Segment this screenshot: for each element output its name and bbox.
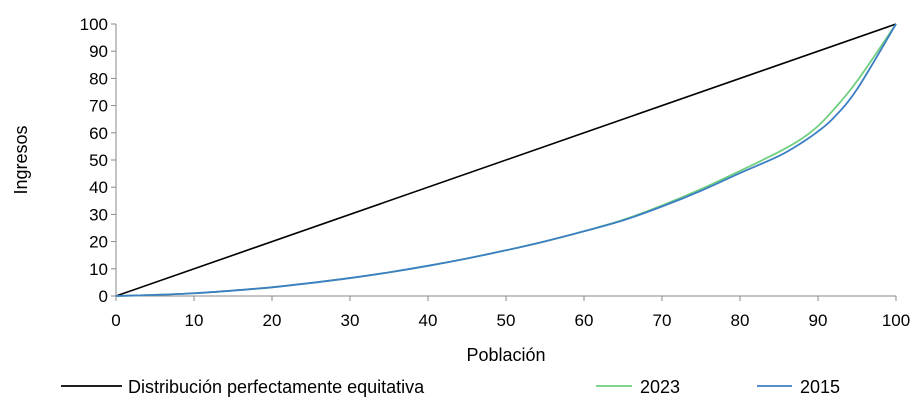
y-tick-label: 70 bbox=[89, 97, 108, 116]
legend-item: Distribución perfectamente equitativa bbox=[61, 377, 425, 397]
series-layer bbox=[115, 23, 897, 297]
y-tick-label: 90 bbox=[89, 42, 108, 61]
y-tick-label: 40 bbox=[89, 178, 108, 197]
y-axis-ticks: 0 10 20 30 40 50 60 70 80 90 100 bbox=[80, 15, 116, 306]
x-tick-label: 60 bbox=[575, 311, 594, 330]
y-tick-label: 100 bbox=[80, 15, 108, 34]
legend-label: 2015 bbox=[800, 377, 840, 397]
y-tick-label: 30 bbox=[89, 205, 108, 224]
legend-label: Distribución perfectamente equitativa bbox=[128, 377, 425, 397]
series-line-2015 bbox=[115, 23, 897, 297]
legend-item: 2023 bbox=[596, 377, 680, 397]
x-axis-ticks: 0 10 20 30 40 50 60 70 80 90 100 bbox=[111, 296, 910, 330]
x-tick-label: 80 bbox=[731, 311, 750, 330]
y-tick-label: 60 bbox=[89, 124, 108, 143]
x-tick-label: 20 bbox=[263, 311, 282, 330]
x-tick-label: 40 bbox=[419, 311, 438, 330]
y-tick-label: 10 bbox=[89, 260, 108, 279]
x-tick-label: 90 bbox=[809, 311, 828, 330]
x-tick-label: 10 bbox=[185, 311, 204, 330]
x-tick-label: 0 bbox=[111, 311, 120, 330]
x-tick-label: 100 bbox=[882, 311, 910, 330]
legend-label: 2023 bbox=[640, 377, 680, 397]
legend-item: 2015 bbox=[757, 377, 840, 397]
x-axis-title: Población bbox=[466, 345, 545, 365]
series-line-equality bbox=[115, 23, 897, 297]
legend: Distribución perfectamente equitativa 202… bbox=[61, 377, 840, 397]
y-tick-label: 20 bbox=[89, 233, 108, 252]
axes: 0 10 20 30 40 50 60 70 80 90 100 0 10 20 30 40 50 60 70 80… bbox=[80, 15, 911, 330]
y-tick-label: 50 bbox=[89, 151, 108, 170]
y-tick-label: 80 bbox=[89, 69, 108, 88]
x-tick-label: 30 bbox=[341, 311, 360, 330]
y-axis-title: Ingresos bbox=[11, 125, 31, 194]
x-tick-label: 70 bbox=[653, 311, 672, 330]
y-tick-label: 0 bbox=[99, 287, 108, 306]
x-tick-label: 50 bbox=[497, 311, 516, 330]
